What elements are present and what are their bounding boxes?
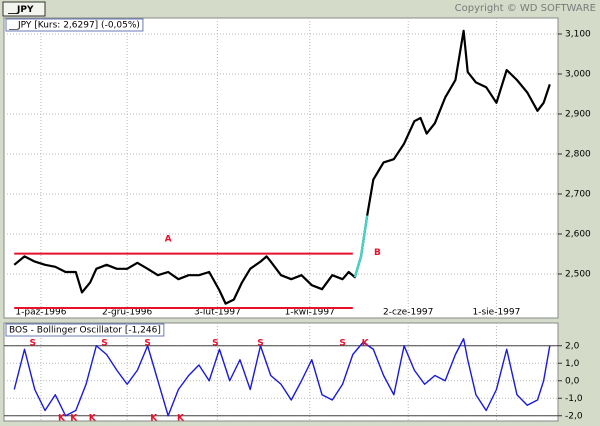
x-tick-label: 2-cze-1997 — [383, 308, 433, 318]
copyright: Copyright © WD SOFTWARE — [455, 3, 596, 14]
signal-label: S — [29, 339, 35, 349]
signal-label: S — [101, 339, 107, 349]
series-button[interactable] — [2, 1, 46, 17]
legend-label: BOS - Bollinger Oscillator [-1,246] — [9, 326, 161, 336]
y-tick-label: 3,000 — [565, 70, 591, 80]
series-line — [13, 29, 551, 305]
y-tick-label: 3,100 — [565, 30, 591, 40]
x-tick-label: 1-paź-1996 — [15, 308, 66, 318]
signal-label: K — [89, 414, 97, 424]
y-tick-label: 2,900 — [565, 110, 591, 120]
x-tick-label: 1-kwi-1997 — [285, 308, 335, 318]
signal-label: S — [339, 339, 345, 349]
highlight-line — [353, 215, 369, 278]
y-tick-label: 0,0 — [565, 376, 580, 386]
annotation: A — [165, 235, 172, 245]
signal-label: S — [257, 339, 263, 349]
y-tick-label: 2,600 — [565, 230, 591, 240]
y-tick-label: 2,0 — [565, 341, 580, 351]
legend-box — [5, 323, 165, 337]
signal-label: S — [144, 339, 150, 349]
series-button-label[interactable]: __JPY — [8, 5, 34, 15]
main-panel — [3, 17, 559, 319]
signal-label: K — [58, 414, 66, 424]
series-line — [13, 338, 551, 417]
signal-label: S — [212, 339, 218, 349]
legend-label: __JPY [Kurs: 2,6297] (-0,05%) — [8, 21, 140, 31]
y-tick-label: 2,500 — [565, 270, 591, 280]
legend-box — [5, 18, 144, 32]
signal-label: K — [70, 414, 78, 424]
oscillator-panel — [3, 322, 559, 422]
x-tick-label: 2-gru-1996 — [102, 308, 153, 318]
signal-label: K — [150, 414, 158, 424]
y-tick-label: 2,800 — [565, 150, 591, 160]
signal-label: K — [177, 414, 185, 424]
y-tick-label: 1,0 — [565, 359, 580, 369]
x-tick-label: 1-sie-1997 — [473, 308, 521, 318]
y-tick-label: 2,700 — [565, 190, 591, 200]
x-tick-label: 3-lut-1997 — [194, 308, 241, 318]
annotation: B — [374, 248, 381, 258]
y-tick-label: -2,0 — [565, 411, 583, 421]
y-tick-label: -1,0 — [565, 394, 583, 404]
signal-label: K — [362, 339, 370, 349]
